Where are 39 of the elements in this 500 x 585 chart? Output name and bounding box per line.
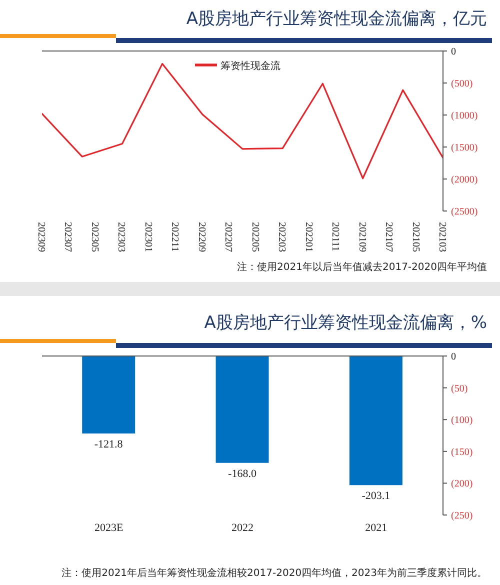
y-tick-label: (250)	[451, 510, 473, 522]
x-tick-label: 202307	[62, 222, 74, 252]
x-tick-label: 202209	[196, 222, 207, 252]
x-tick-label: 202211	[169, 222, 180, 252]
y-tick-label: (50)	[451, 383, 468, 394]
x-tick-label: 2023E	[94, 522, 124, 534]
y-tick-label: (2500)	[451, 206, 478, 218]
x-tick-label: 202103	[436, 222, 448, 252]
text: 注：使用2021年以后当年值减去2017-2020四年平均值	[236, 262, 487, 274]
x-tick-label: 202111	[330, 222, 341, 252]
data-label: -203.1	[362, 490, 390, 502]
data-label: -121.8	[94, 438, 124, 450]
y-tick-label: (200)	[451, 478, 473, 490]
x-tick-label: 202303	[116, 222, 127, 252]
x-tick-label: 2021	[365, 522, 388, 534]
y-tick-label: (1000)	[451, 110, 478, 122]
x-tick-label: 202107	[383, 222, 394, 252]
y-tick-label: (150)	[451, 446, 473, 458]
x-tick-label: 202201	[302, 222, 314, 252]
x-tick-label: 202203	[276, 222, 288, 252]
x-tick-label: 2022	[232, 522, 254, 534]
x-tick-label: 202205	[249, 222, 260, 252]
x-tick-label: 202301	[142, 222, 154, 252]
y-tick-label: (1500)	[451, 142, 478, 154]
y-tick-label: (500)	[451, 78, 473, 90]
chart-title: A股房地产行业筹资性现金流偏离，%	[204, 313, 487, 333]
x-tick-label: 202109	[356, 222, 368, 252]
y-tick-label: (100)	[451, 415, 473, 426]
y-tick-label: 0	[451, 46, 456, 58]
data-label: -168.0	[228, 468, 257, 480]
text: 注：使用2021年后当年筹资性现金流相较2017-2020四年均值，2023年为前三季度累计同比。	[60, 568, 487, 580]
legend-label: 筹资性现金流	[220, 60, 280, 72]
y-tick-label: (2000)	[451, 174, 478, 186]
x-tick-label: 202105	[410, 222, 421, 252]
chart-title: A股房地产行业筹资性现金流偏离，亿元	[186, 9, 487, 29]
x-tick-label: 202309	[36, 222, 46, 252]
x-tick-label: 202207	[222, 222, 234, 252]
x-tick-label: 202305	[88, 222, 100, 252]
y-tick-label: 0	[451, 352, 456, 362]
